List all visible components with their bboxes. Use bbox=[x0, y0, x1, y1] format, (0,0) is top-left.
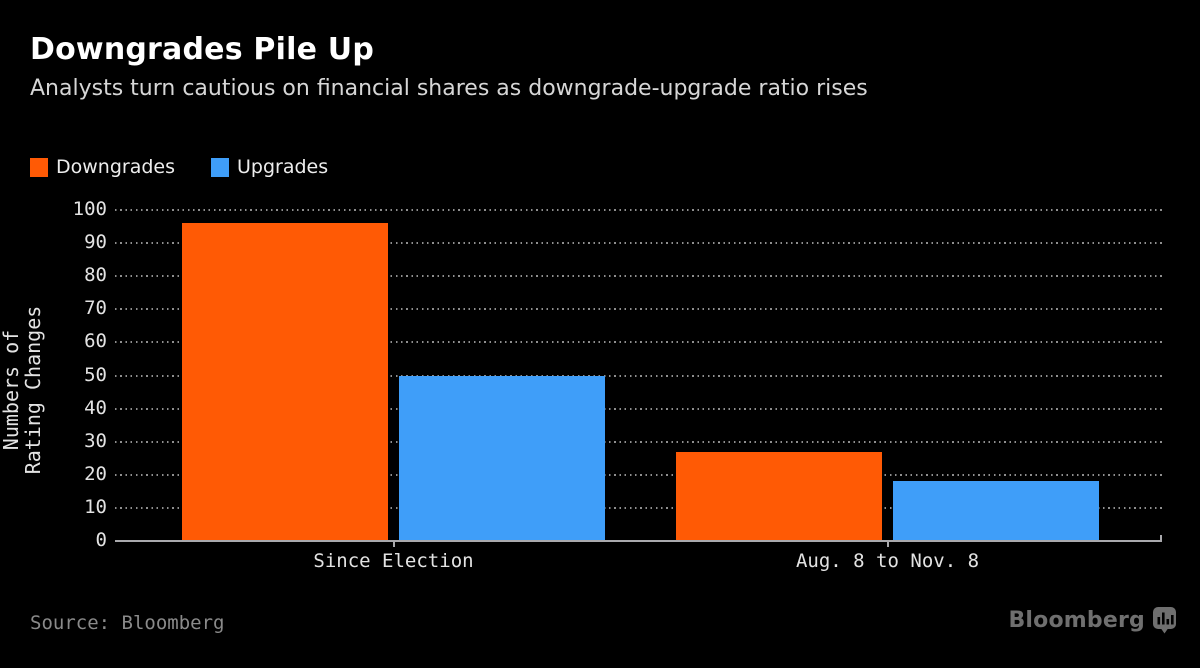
y-tick-label-100: 100 bbox=[72, 198, 107, 220]
y-tick-label-50: 50 bbox=[84, 363, 107, 386]
gridline-80 bbox=[115, 275, 1162, 278]
plot-area bbox=[115, 209, 1162, 541]
x-axis-line bbox=[115, 540, 1162, 542]
gridline-50 bbox=[115, 374, 1162, 377]
y-tick-label-40: 40 bbox=[84, 396, 107, 419]
category-label-2: Aug. 8 to Nov. 8 bbox=[795, 550, 980, 572]
bloomberg-logo: Bloomberg bbox=[1008, 606, 1178, 634]
source-credit: Source: Bloomberg bbox=[30, 612, 225, 634]
x-axis-end-tick bbox=[1160, 535, 1162, 542]
legend-label-downgrades: Downgrades bbox=[56, 156, 176, 178]
y-tick-label-90: 90 bbox=[84, 231, 107, 254]
gridline-30 bbox=[115, 440, 1162, 443]
gridline-10 bbox=[115, 506, 1162, 509]
gridline-100 bbox=[115, 209, 1162, 211]
gridline-40 bbox=[115, 407, 1162, 410]
y-tick-label-70: 70 bbox=[84, 297, 107, 320]
bar-chart-bubble-icon bbox=[1153, 607, 1176, 634]
gridline-70 bbox=[115, 308, 1162, 311]
bar-upgrades-1 bbox=[399, 375, 605, 541]
bloomberg-wordmark: Bloomberg bbox=[1008, 607, 1145, 633]
y-tick-label-60: 60 bbox=[84, 330, 107, 353]
chart-title: Downgrades Pile Up bbox=[30, 32, 375, 67]
y-tick-label-80: 80 bbox=[84, 264, 107, 287]
y-tick-label-30: 30 bbox=[84, 429, 107, 452]
category-label-1: Since Election bbox=[313, 550, 474, 572]
legend: Downgrades Upgrades bbox=[30, 156, 328, 178]
gridline-20 bbox=[115, 473, 1162, 476]
legend-item-upgrades: Upgrades bbox=[211, 156, 328, 178]
bar-downgrades-2 bbox=[676, 451, 882, 541]
gridline-90 bbox=[115, 242, 1162, 245]
y-tick-label-20: 20 bbox=[84, 462, 107, 485]
x-tick-2 bbox=[886, 542, 889, 547]
upgrades-swatch-icon bbox=[211, 157, 230, 177]
y-tick-label-10: 10 bbox=[84, 495, 107, 518]
legend-item-downgrades: Downgrades bbox=[30, 156, 175, 178]
chart-subtitle: Analysts turn cautious on financial shar… bbox=[30, 76, 868, 101]
bar-upgrades-2 bbox=[893, 481, 1099, 541]
downgrades-swatch-icon bbox=[30, 157, 48, 177]
gridline-60 bbox=[115, 341, 1162, 344]
bar-downgrades-1 bbox=[182, 223, 388, 541]
legend-label-upgrades: Upgrades bbox=[237, 156, 329, 178]
x-tick-1 bbox=[392, 542, 395, 547]
y-tick-label-0: 0 bbox=[95, 529, 107, 551]
